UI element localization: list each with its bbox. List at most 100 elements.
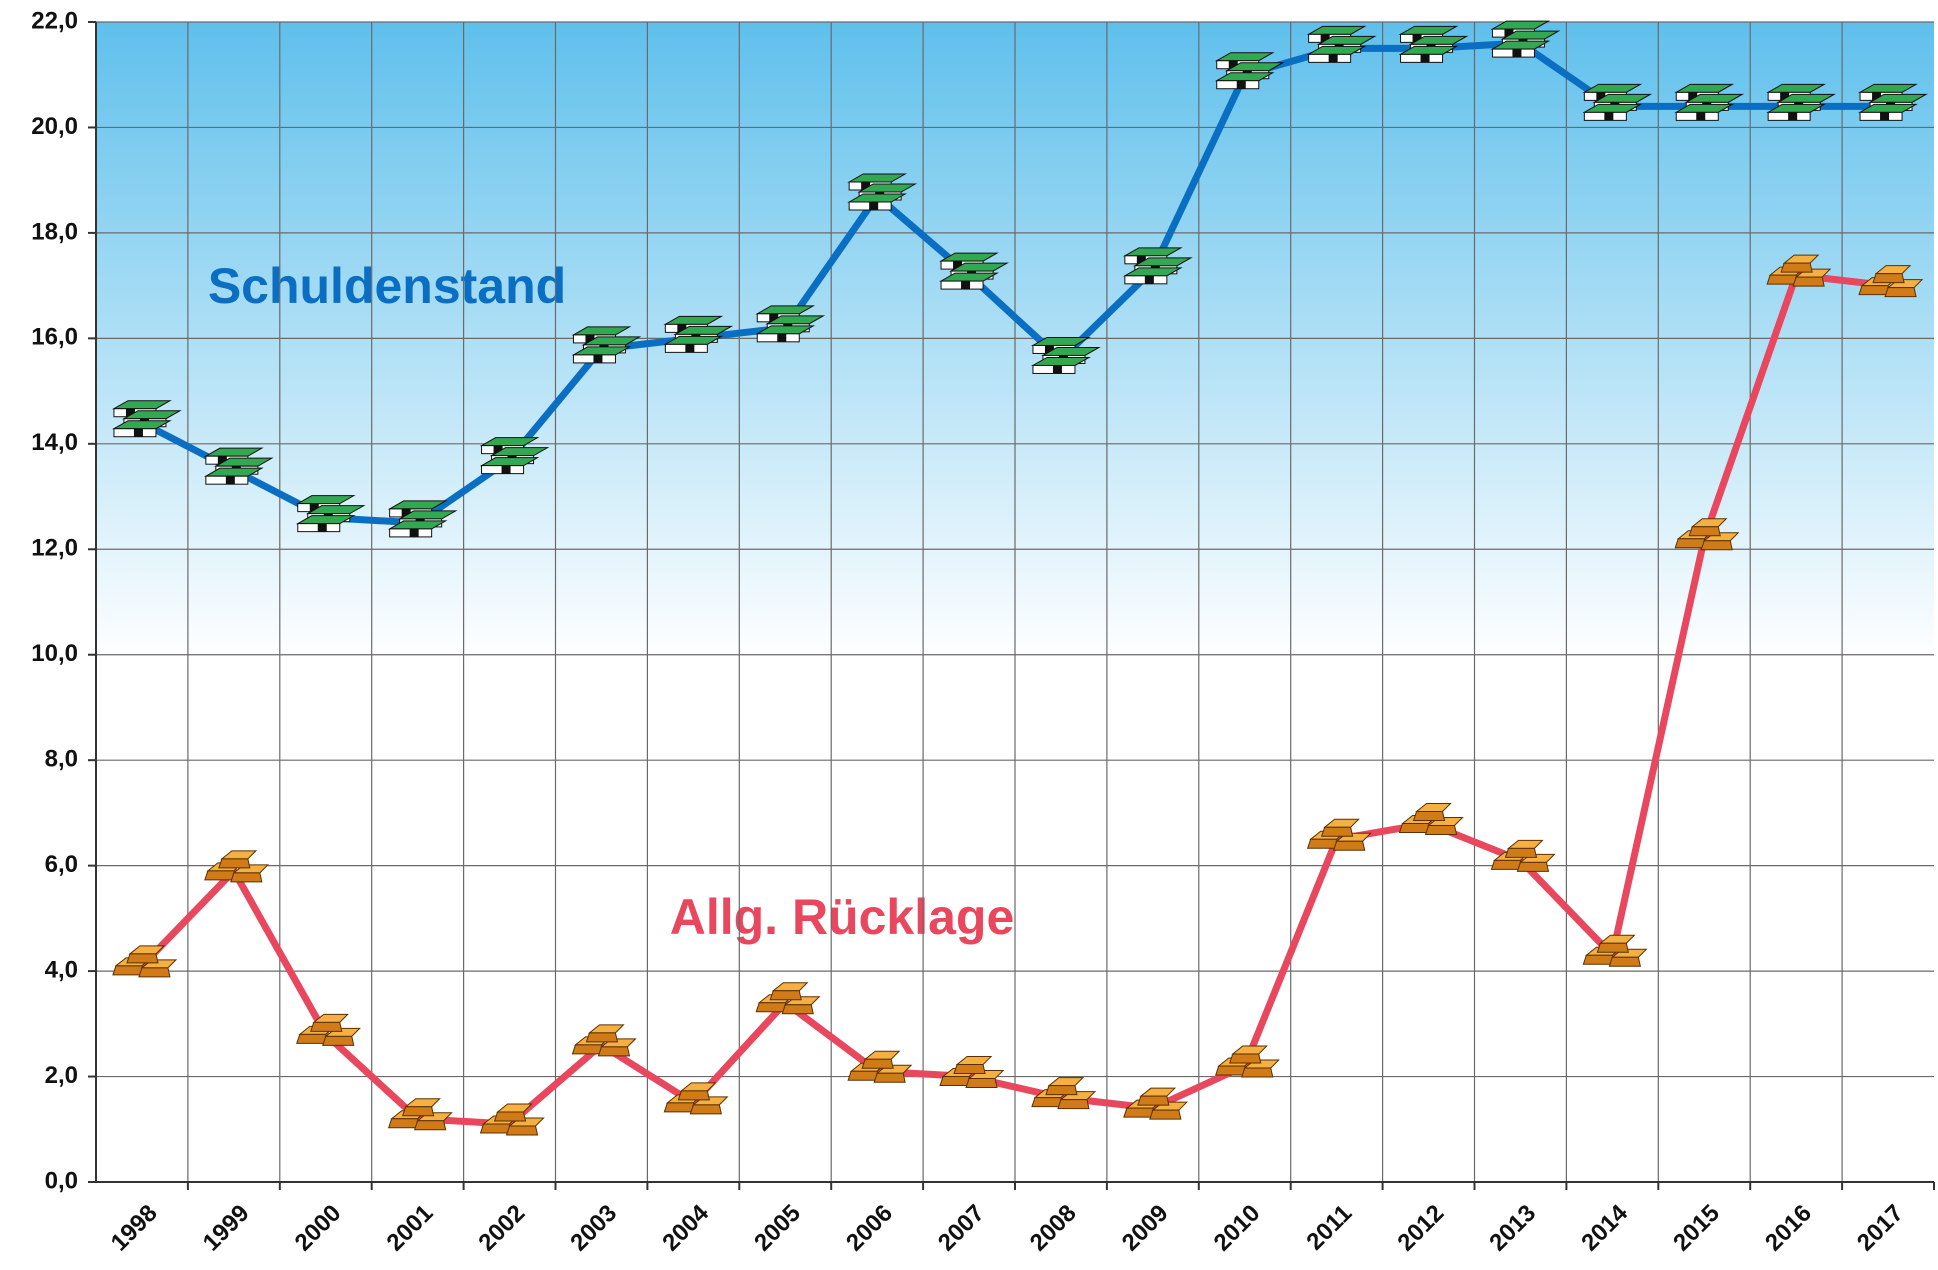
y-tick-label: 2,0 [45,1062,78,1089]
x-tick-label: 2003 [565,1200,622,1257]
marker [755,305,826,343]
banknote-edge [593,354,603,363]
gold-bar-side [1241,1067,1274,1078]
y-tick-label: 18,0 [31,218,78,245]
marker [571,1024,637,1057]
banknote-edge [125,408,135,417]
marker [1490,839,1556,872]
gold-bar-side [322,1035,355,1046]
gold-bar-side [1123,1107,1156,1118]
gold-bar-side [953,1064,986,1075]
gold-bar-side [296,1033,329,1044]
banknote-edge [1228,60,1238,69]
marker [1122,247,1193,285]
gold-bar-side [1516,861,1550,872]
gold-bar-side [1424,824,1458,835]
banknote-edge [401,508,411,517]
marker [1766,254,1832,287]
banknote-edge [1052,365,1062,374]
banknote-edge [869,202,879,210]
banknote-edge [1136,255,1146,264]
marker [1306,818,1372,851]
gold-bar-side [1608,956,1641,967]
marker [296,1013,361,1046]
banknote-edge [769,313,779,322]
marker [1858,83,1928,121]
x-tick-label: 2006 [841,1200,898,1257]
gold-bar-side [847,1070,880,1081]
gold-bar-side [1149,1109,1182,1120]
x-tick-label: 2009 [1117,1200,1174,1257]
gold-bar-side [1596,942,1629,953]
banknote-edge [217,456,227,465]
banknote-edge [1044,345,1054,354]
x-tick-label: 2000 [290,1200,347,1257]
banknote-edge [961,281,971,290]
banknote-edge [1504,29,1514,38]
banknote-edge [1420,54,1430,63]
gold-bar-side [571,1044,605,1055]
y-tick-label: 4,0 [45,956,78,983]
gold-bar-side [1229,1053,1262,1064]
marker [295,495,366,533]
banknote-edge [861,182,871,190]
gold-bar-side [1398,822,1432,833]
y-tick-label: 6,0 [45,851,78,878]
banknote-edge [777,333,787,342]
marker [479,437,550,475]
gold-bar-side [1780,262,1813,273]
marker [1031,336,1101,374]
x-tick-label: 2008 [1025,1200,1082,1257]
gold-bar-side [126,953,159,964]
banknote-edge [685,344,695,353]
marker [1674,83,1745,121]
gold-bar-side [310,1021,343,1032]
y-tick-label: 22,0 [31,7,78,34]
banknote-edge [1328,54,1338,63]
marker [847,1050,913,1083]
marker [479,1103,545,1136]
banknote-edge [953,261,963,270]
banknote-edge [1596,92,1606,101]
gold-bar-side [493,1111,527,1122]
gold-bar-side [1688,526,1721,537]
banknote-edge [133,428,143,437]
y-tick-label: 0,0 [45,1167,78,1194]
banknote-edge [1880,112,1890,121]
gold-bar-side [755,1002,788,1013]
x-tick-label: 2016 [1760,1200,1817,1257]
gold-bar-side [1872,273,1905,284]
gold-bar-side [413,1120,447,1131]
marker [1398,802,1464,835]
banknote-edge [1320,34,1330,43]
marker [1582,934,1648,967]
gold-bar-side [1858,285,1891,296]
series-label: Allg. Rücklage [670,889,1015,945]
banknote-edge [1872,92,1882,101]
marker [387,500,458,538]
gold-bar-side [1792,276,1825,287]
banknote-edge [1696,112,1706,121]
gold-bar-side [1884,287,1917,298]
gold-bar-side [230,872,263,883]
marker [663,1082,729,1115]
y-tick-label: 16,0 [31,324,78,351]
gold-bar-side [138,967,171,978]
banknote-edge [1780,92,1790,101]
x-tick-label: 2015 [1668,1200,1725,1257]
x-tick-label: 2004 [657,1199,714,1256]
marker [1123,1087,1189,1120]
gold-bar-side [1332,840,1366,851]
marker [1674,518,1740,551]
gold-bar-side [1137,1095,1170,1106]
banknote-edge [317,523,327,532]
marker [939,1056,1005,1089]
marker [1306,25,1377,63]
x-tick-label: 2014 [1576,1199,1633,1256]
gold-bar-side [1504,847,1538,858]
gold-bar-side [387,1118,421,1129]
x-tick-label: 2013 [1484,1200,1541,1257]
gold-bar-side [1582,954,1615,965]
x-tick-label: 2007 [933,1200,990,1257]
